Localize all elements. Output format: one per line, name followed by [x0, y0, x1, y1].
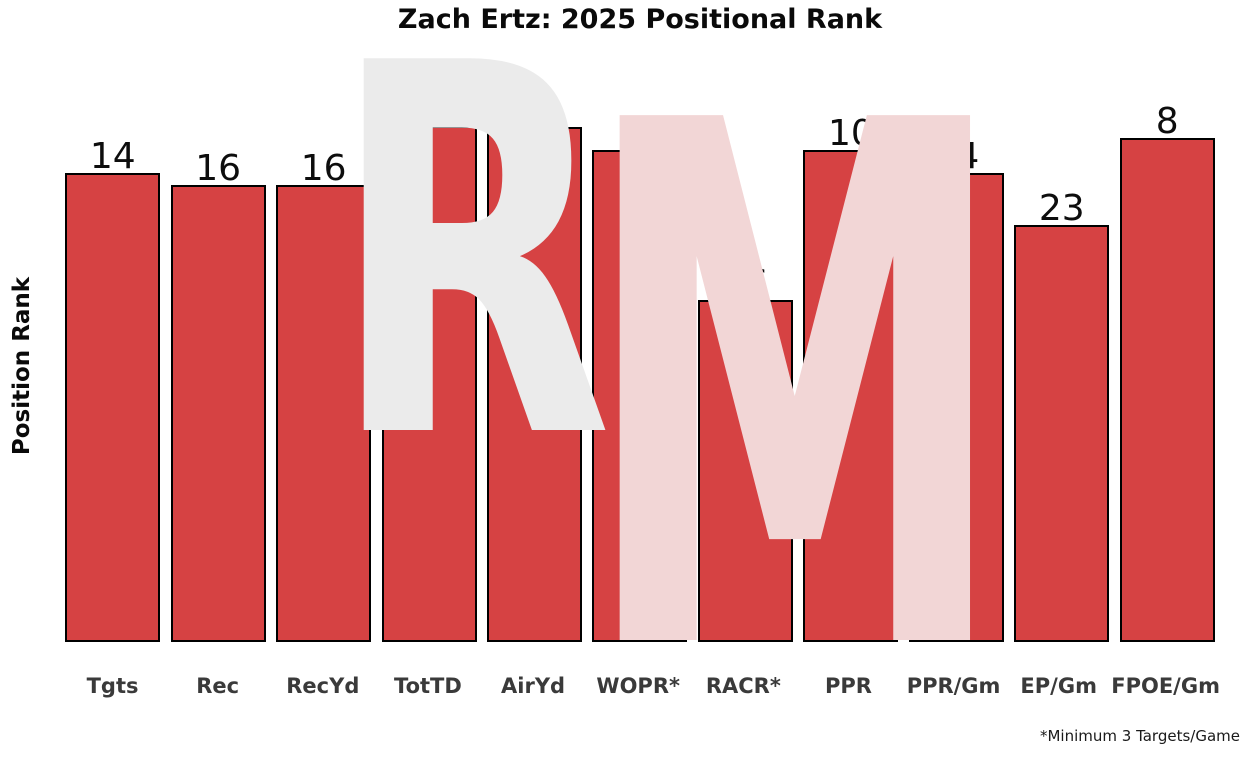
- chart-title: Zach Ertz: 2025 Positional Rank: [397, 4, 883, 35]
- bar-slot: 3: [376, 92, 481, 642]
- bar-value-label: 23: [1038, 188, 1085, 229]
- bar-value-label: 14: [89, 136, 136, 177]
- bar: [276, 185, 372, 642]
- bar-slot: 6: [482, 92, 587, 642]
- bar-slot: 23: [1009, 92, 1114, 642]
- bar-slot: 8: [1115, 92, 1220, 642]
- bar: [65, 173, 161, 642]
- x-axis-label: RecYd: [286, 674, 360, 698]
- bar: [592, 150, 688, 642]
- bar-value-label: 3: [417, 89, 441, 130]
- bar-slot: 36: [693, 92, 798, 642]
- x-axis-label: EP/Gm: [1020, 674, 1097, 698]
- x-axis-label: AirYd: [501, 674, 566, 698]
- bar-slot: 14: [60, 92, 165, 642]
- x-axis-labels: Tgts Rec RecYd TotTD AirYd WOPR* RACR* PPR PPR/G…: [60, 674, 1220, 698]
- bar-value-label: 16: [195, 148, 242, 189]
- bar-slot: 10: [587, 92, 692, 642]
- x-axis-label: Rec: [196, 674, 240, 698]
- bars-area: 14 16 16 3 6 10 36 10 14 23 8: [60, 92, 1220, 642]
- bar-slot: 16: [165, 92, 270, 642]
- x-axis-label: PPR/Gm: [906, 674, 1001, 698]
- footnote: *Minimum 3 Targets/Game: [1039, 727, 1240, 745]
- bar: [381, 126, 477, 642]
- bar-slot: 10: [798, 92, 903, 642]
- y-axis-label: Position Rank: [9, 276, 35, 456]
- bar: [1014, 225, 1110, 642]
- bar: [487, 127, 583, 642]
- bar: [697, 300, 793, 642]
- bar-value-label: 10: [617, 113, 663, 154]
- bar-value-label: 10: [827, 113, 874, 154]
- bar: [170, 185, 266, 642]
- bar-slot: 14: [904, 92, 1009, 642]
- bar-slot: 16: [271, 92, 376, 642]
- x-axis-label: RACR*: [705, 674, 781, 698]
- bar-value-label: 14: [933, 136, 980, 177]
- bar: [1119, 138, 1215, 642]
- bar-value-label: 8: [1155, 101, 1179, 142]
- bar: [908, 173, 1004, 642]
- x-axis-label: PPR: [824, 674, 872, 698]
- bar-value-label: 36: [722, 263, 769, 304]
- x-axis-label: FPOE/Gm: [1111, 674, 1220, 698]
- bar-value-label: 16: [300, 148, 347, 189]
- x-axis-label: WOPR*: [596, 674, 680, 698]
- bar: [803, 150, 899, 642]
- x-axis-label: TotTD: [394, 674, 462, 698]
- bar-value-label: 6: [523, 90, 546, 131]
- x-axis-label: Tgts: [86, 674, 139, 698]
